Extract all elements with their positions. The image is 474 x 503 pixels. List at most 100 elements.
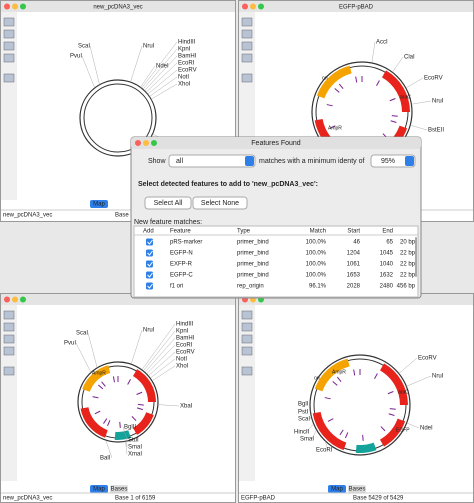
feature-label: AmpR — [332, 369, 346, 375]
column-header: Add — [143, 229, 154, 235]
label-leader — [130, 45, 143, 83]
plasmid — [83, 83, 153, 153]
tool-icon[interactable] — [3, 346, 15, 356]
tool-icon[interactable] — [3, 366, 15, 376]
label-leader — [392, 56, 404, 73]
tool-icon[interactable] — [241, 366, 253, 376]
tool-icon[interactable] — [3, 334, 15, 344]
tool-icon[interactable] — [241, 334, 253, 344]
tool-icon[interactable] — [241, 322, 253, 332]
title-bar — [239, 294, 473, 305]
table-cell: 20 bp — [400, 240, 416, 246]
enzyme-label: PvuI — [64, 341, 76, 347]
window-button[interactable] — [20, 3, 26, 10]
column-header: Start — [347, 229, 360, 235]
label-leader — [150, 83, 178, 100]
window-button[interactable] — [250, 3, 256, 10]
window-button[interactable] — [4, 296, 10, 303]
site-tick — [376, 80, 380, 86]
checkbox[interactable] — [146, 282, 153, 290]
tool-icon[interactable] — [241, 53, 253, 63]
identity-value: 95% — [381, 158, 395, 165]
site-tick — [327, 418, 334, 422]
identity-label: matches with a minimum identy of — [259, 158, 364, 165]
button[interactable] — [144, 196, 192, 210]
label-leader — [125, 441, 128, 455]
table-cell: pRS-marker — [170, 240, 202, 246]
tool-icon[interactable] — [241, 17, 253, 27]
tool-icon[interactable] — [241, 346, 253, 356]
tab[interactable] — [90, 485, 108, 493]
select-arrow — [245, 156, 254, 166]
enzyme-label: BglI — [298, 402, 309, 408]
table-title: New feature matches: — [134, 219, 202, 226]
enzyme-label: BalI — [100, 456, 111, 462]
table-cell: 65 — [386, 240, 393, 246]
scrollbar[interactable] — [415, 237, 417, 277]
tool-icon[interactable] — [3, 53, 15, 63]
site-tick — [380, 426, 386, 432]
tool-icon[interactable] — [3, 73, 15, 83]
table-cell: 1632 — [380, 273, 394, 279]
enzyme-label: KpnI — [176, 329, 189, 335]
label-leader — [147, 69, 178, 95]
column-header: Type — [237, 229, 251, 235]
label-leader — [324, 440, 329, 451]
window-button[interactable] — [151, 140, 157, 146]
label-leader — [89, 45, 100, 85]
checkmark — [147, 283, 153, 289]
enzyme-label: KpnI — [178, 47, 191, 53]
identity-select[interactable] — [370, 154, 416, 168]
checkmark — [147, 261, 153, 267]
tool-icon[interactable] — [241, 310, 253, 320]
window-button[interactable] — [4, 3, 10, 10]
tool-icon[interactable] — [3, 29, 15, 39]
label-leader — [141, 323, 176, 371]
tool-icon[interactable] — [3, 310, 15, 320]
label-leader — [144, 55, 178, 91]
window-button[interactable] — [258, 3, 264, 10]
tool-icon[interactable] — [3, 322, 15, 332]
tool-icon[interactable] — [241, 41, 253, 51]
enzyme-label: ScaI — [76, 331, 88, 337]
enzyme-label: HindIII — [178, 40, 196, 46]
label-leader — [405, 77, 424, 89]
feature-arc — [381, 70, 410, 113]
window-button[interactable] — [242, 3, 248, 10]
window-button[interactable] — [12, 296, 18, 303]
window-button[interactable] — [12, 3, 18, 10]
site-tick — [94, 410, 101, 415]
site-tick — [353, 369, 356, 376]
tool-icon[interactable] — [3, 17, 15, 27]
status-text: Base — [115, 213, 129, 219]
checkbox[interactable] — [146, 249, 153, 257]
button[interactable] — [192, 196, 248, 210]
table — [133, 225, 419, 298]
checkbox[interactable] — [146, 260, 153, 268]
tool-icon[interactable] — [3, 41, 15, 51]
checkbox[interactable] — [146, 238, 153, 246]
site-tick — [374, 373, 378, 379]
tab[interactable] — [328, 485, 346, 493]
label-leader — [81, 55, 95, 89]
feature-arc — [379, 418, 406, 447]
site-tick — [390, 120, 397, 123]
tool-icon[interactable] — [241, 73, 253, 83]
tab[interactable] — [110, 485, 128, 493]
enzyme-label: NdeI — [156, 64, 169, 70]
feature-label: EGFP — [396, 427, 410, 433]
site-tick — [336, 376, 342, 383]
tab[interactable] — [90, 200, 108, 208]
window-button[interactable] — [20, 296, 26, 303]
enzyme-label: BglII — [124, 425, 136, 431]
tab[interactable] — [348, 485, 366, 493]
tool-icon[interactable] — [241, 29, 253, 39]
site-tick — [389, 408, 396, 410]
window-button[interactable] — [135, 140, 141, 146]
enzyme-label: ScaI — [78, 44, 90, 50]
checkbox[interactable] — [146, 271, 153, 279]
show-select[interactable] — [168, 154, 256, 168]
label-leader — [144, 337, 176, 373]
window-button[interactable] — [143, 140, 149, 146]
